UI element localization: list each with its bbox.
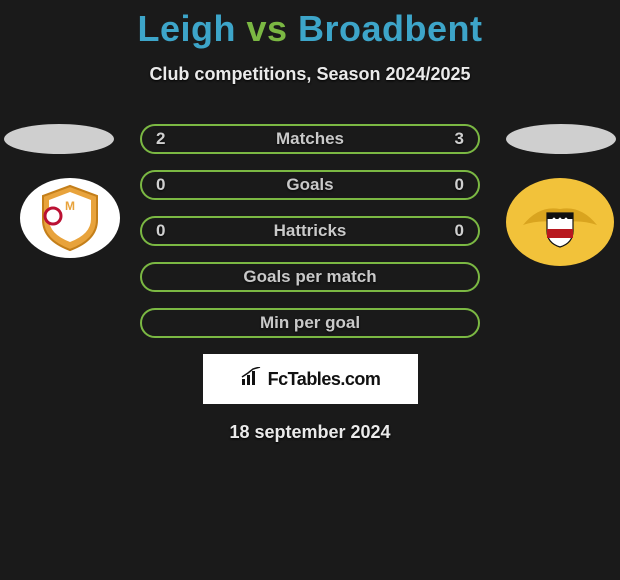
ellipse-left — [4, 124, 114, 154]
doncaster-crest-icon — [519, 185, 601, 259]
content-area: M 2 Matches 3 0 Goals 0 0 Hattricks — [0, 110, 620, 443]
stat-row-goals: 0 Goals 0 — [140, 170, 480, 200]
club-badge-right — [506, 178, 614, 266]
stat-label: Hattricks — [274, 221, 347, 241]
stat-row-hattricks: 0 Hattricks 0 — [140, 216, 480, 246]
stat-left-value: 0 — [156, 221, 165, 241]
chart-icon — [240, 367, 264, 392]
comparison-title: Leigh vs Broadbent — [0, 0, 620, 50]
stat-label: Goals — [286, 175, 333, 195]
stat-left-value: 2 — [156, 129, 165, 149]
club-badge-left: M — [20, 178, 120, 258]
stat-right-value: 0 — [455, 221, 464, 241]
svg-text:M: M — [65, 199, 75, 213]
stat-left-value: 0 — [156, 175, 165, 195]
stat-right-value: 3 — [455, 129, 464, 149]
player1-name: Leigh — [137, 8, 236, 49]
stat-label: Matches — [276, 129, 344, 149]
branding-box[interactable]: FcTables.com — [203, 354, 418, 404]
stat-label: Goals per match — [243, 267, 376, 287]
date-label: 18 september 2024 — [0, 422, 620, 443]
stat-right-value: 0 — [455, 175, 464, 195]
subtitle: Club competitions, Season 2024/2025 — [0, 64, 620, 85]
vs-label: vs — [246, 8, 287, 49]
stat-label: Min per goal — [260, 313, 360, 333]
player2-name: Broadbent — [298, 8, 483, 49]
stat-row-matches: 2 Matches 3 — [140, 124, 480, 154]
mk-dons-crest-icon: M — [35, 184, 105, 252]
stat-row-min-per-goal: Min per goal — [140, 308, 480, 338]
branding-text: FcTables.com — [268, 369, 381, 390]
ellipse-right — [506, 124, 616, 154]
stat-row-goals-per-match: Goals per match — [140, 262, 480, 292]
